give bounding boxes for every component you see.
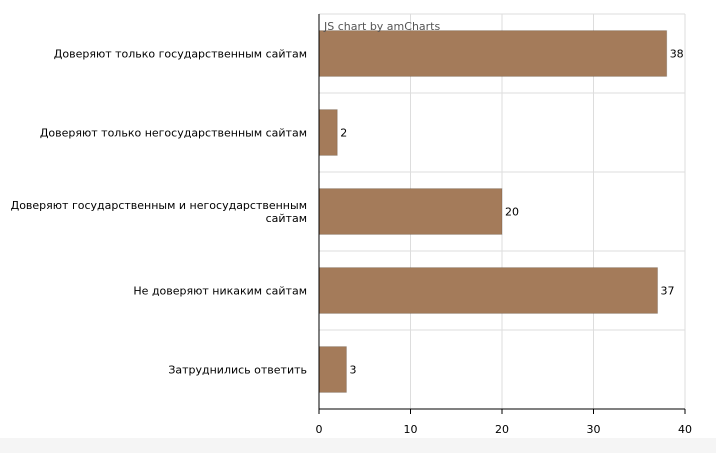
category-label-2: Доверяют государственным и негосударстве…: [11, 199, 307, 225]
bar-3: [318, 267, 659, 314]
category-label-3: Не доверяют никаким сайтам: [133, 285, 307, 298]
category-label-0: Доверяют только государственным сайтам: [54, 48, 307, 61]
x-tick-label-4: 40: [678, 423, 692, 436]
category-label-line: Затруднились ответить: [168, 364, 307, 377]
category-label-line: Не доверяют никаким сайтам: [133, 285, 307, 298]
amcharts-credit[interactable]: JS chart by amCharts: [323, 20, 440, 33]
value-label-4: 3: [349, 364, 356, 377]
x-tick-label-2: 20: [495, 423, 509, 436]
category-label-line: Доверяют только негосударственным сайтам: [40, 127, 307, 140]
value-label-0: 38: [670, 48, 684, 61]
category-label-line: Доверяют государственным и негосударстве…: [11, 199, 307, 212]
axes: 0 10 20 30 40: [316, 14, 692, 436]
x-tick-label-0: 0: [316, 423, 323, 436]
bottom-band: [0, 438, 716, 453]
bars: [318, 30, 668, 393]
x-tick-label-3: 30: [587, 423, 601, 436]
value-label-1: 2: [340, 127, 347, 140]
bar-1: [318, 109, 338, 156]
category-label-line: Доверяют только государственным сайтам: [54, 48, 307, 61]
value-label-2: 20: [505, 206, 519, 219]
category-label-1: Доверяют только негосударственным сайтам: [40, 127, 307, 140]
bar-2: [318, 188, 503, 235]
labels: 38 Доверяют только государственным сайтам…: [11, 48, 684, 377]
bar-0: [318, 30, 668, 77]
category-label-4: Затруднились ответить: [168, 364, 307, 377]
value-label-3: 37: [661, 285, 675, 298]
bar-4: [318, 346, 347, 393]
x-tick-label-1: 10: [404, 423, 418, 436]
category-label-line: сайтам: [266, 212, 307, 225]
